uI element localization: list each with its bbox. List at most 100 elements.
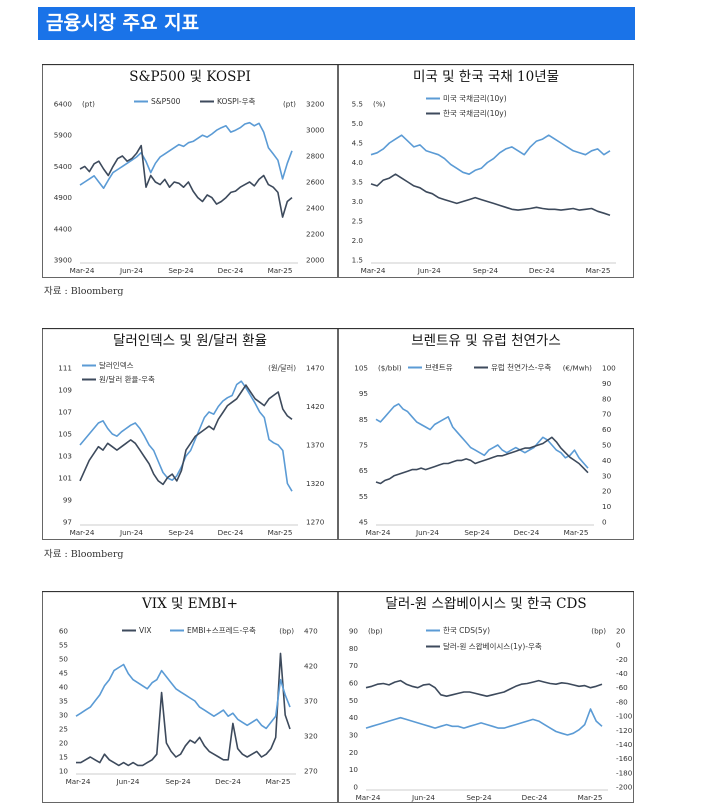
y-tick-left: 0 <box>353 783 358 792</box>
x-tick: Jun-24 <box>417 266 441 275</box>
y-tick-left: 55 <box>59 641 68 650</box>
legend-label: 미국 국채금리(10y) <box>443 93 507 103</box>
source-note-2: 자료 : Bloomberg <box>44 549 124 560</box>
y-tick-right: 1370 <box>306 441 325 450</box>
x-tick: Mar-24 <box>66 777 91 786</box>
left-unit-label: (%) <box>373 100 386 109</box>
right-unit-label: (bp) <box>591 627 606 636</box>
legend-label: EMBI+스프레드-우축 <box>187 626 256 635</box>
series-line <box>79 144 293 218</box>
legend-label: VIX <box>139 626 151 635</box>
y-tick-right: -140 <box>616 740 633 749</box>
y-tick-right: 470 <box>304 627 318 636</box>
y-tick-left: 60 <box>59 627 69 636</box>
y-tick-left: 10 <box>59 767 69 776</box>
y-tick-left: 103 <box>58 452 72 461</box>
chart-sp500-kospi: S&P500 및 KOSPI 6400 5900 5400 4900 4400 3900 32… <box>42 64 338 278</box>
x-tick: Jun-24 <box>119 266 143 275</box>
chart-title: VIX 및 EMBI+ <box>141 596 238 612</box>
x-tick: Dec-24 <box>522 793 548 802</box>
y-tick-left: 25 <box>59 725 68 734</box>
chart-svg: VIX 및 EMBI+ 60 55 50 45 40 35 30 25 20 15 10 470 420 3… <box>42 591 338 803</box>
y-tick-right: 2800 <box>306 152 325 161</box>
y-tick-right: 3200 <box>306 100 325 109</box>
y-tick-left: 70 <box>349 661 359 670</box>
y-tick-right: -200 <box>616 783 633 792</box>
y-tick-left: 5.5 <box>352 100 363 109</box>
y-tick-left: 2.5 <box>352 217 363 226</box>
legend-label: 달러-원 스왑베이시스(1y)-우축 <box>443 641 542 651</box>
y-tick-right: 420 <box>304 662 318 671</box>
x-tick: Dec-24 <box>218 528 244 537</box>
y-tick-left: 5400 <box>54 162 73 171</box>
left-unit-label: ($/bbl) <box>378 364 402 373</box>
series-line <box>370 134 611 175</box>
y-tick-left: 99 <box>63 496 73 505</box>
y-tick-right: -160 <box>616 754 633 763</box>
x-tick: Sep-24 <box>473 266 499 275</box>
y-tick-right: 70 <box>602 410 612 419</box>
y-tick-right: -120 <box>616 726 633 735</box>
chart-title: 달러인덱스 및 원/달러 환율 <box>113 333 267 349</box>
y-tick-left: 5900 <box>54 131 73 140</box>
y-tick-right: -100 <box>616 712 633 721</box>
y-tick-right: 40 <box>602 456 612 465</box>
y-tick-right: -60 <box>616 683 628 692</box>
right-unit-label: (pt) <box>283 100 296 109</box>
series-line <box>365 679 603 697</box>
legend-label: 한국 국채금리(10y) <box>443 108 507 118</box>
y-tick-left: 95 <box>359 389 368 398</box>
y-tick-left: 20 <box>349 748 359 757</box>
chart-svg: 달러인덱스 및 원/달러 환율 111 109 107 105 103 101 99 97 147… <box>42 328 338 540</box>
legend-label: 달러인덱스 <box>99 360 134 370</box>
x-tick: Jun-24 <box>415 528 439 537</box>
series-line <box>76 652 291 767</box>
series-line <box>375 436 589 485</box>
x-tick: Mar-25 <box>266 777 291 786</box>
y-tick-left: 109 <box>58 386 72 395</box>
chart-svg: 달러-원 스왑베이시스 및 한국 CDS 90 80 70 60 50 40 30 20 10 0 2… <box>338 591 634 803</box>
y-tick-left: 55 <box>359 492 368 501</box>
y-tick-right: 20 <box>602 487 612 496</box>
chart-svg: 브렌트유 및 유럽 천연가스10595857565554510090807060… <box>338 328 634 540</box>
y-tick-right: 2400 <box>306 204 325 213</box>
source-note-1: 자료 : Bloomberg <box>44 286 124 297</box>
y-tick-right: 30 <box>602 471 612 480</box>
y-tick-left: 4.5 <box>352 139 363 148</box>
y-tick-right: 90 <box>602 379 612 388</box>
y-tick-right: 370 <box>304 697 318 706</box>
right-unit-label: (원/달러) <box>268 364 296 373</box>
y-tick-left: 4900 <box>54 193 73 202</box>
y-tick-left: 10 <box>349 765 359 774</box>
y-tick-left: 97 <box>63 518 72 527</box>
chart-svg: S&P500 및 KOSPI 6400 5900 5400 4900 4400 3900 32… <box>42 64 338 278</box>
series-line <box>79 384 293 486</box>
y-tick-left: 15 <box>59 753 68 762</box>
y-tick-left: 3.5 <box>352 178 363 187</box>
y-tick-left: 60 <box>349 679 359 688</box>
y-tick-left: 4400 <box>54 224 73 233</box>
y-tick-left: 30 <box>349 731 359 740</box>
x-tick: Mar-25 <box>268 528 293 537</box>
y-tick-right: 0 <box>616 641 621 650</box>
x-tick: Mar-24 <box>70 266 95 275</box>
chart-title: 미국 및 한국 국채 10년물 <box>413 69 559 85</box>
y-tick-left: 30 <box>59 711 69 720</box>
y-tick-left: 20 <box>59 739 69 748</box>
y-tick-left: 101 <box>58 474 72 483</box>
y-tick-left: 4.0 <box>352 158 364 167</box>
y-tick-left: 50 <box>59 655 69 664</box>
x-tick: Jun-24 <box>411 793 435 802</box>
page-title-banner: 금융시장 주요 지표 <box>38 7 635 40</box>
chart-frame <box>42 328 338 540</box>
left-unit-label: (bp) <box>368 627 383 636</box>
legend-label: S&P500 <box>151 97 181 106</box>
chart-svg: 미국 및 한국 국채 10년물 5.5 5.0 4.5 4.0 3.5 3.0 2.5 2.0 1… <box>338 64 634 278</box>
series-line <box>79 121 293 189</box>
y-tick-right: -180 <box>616 768 633 777</box>
y-tick-left: 105 <box>58 430 72 439</box>
x-tick: Jun-24 <box>116 777 140 786</box>
y-tick-left: 3.0 <box>352 197 364 206</box>
y-tick-right: 50 <box>602 441 612 450</box>
y-tick-left: 65 <box>359 466 368 475</box>
